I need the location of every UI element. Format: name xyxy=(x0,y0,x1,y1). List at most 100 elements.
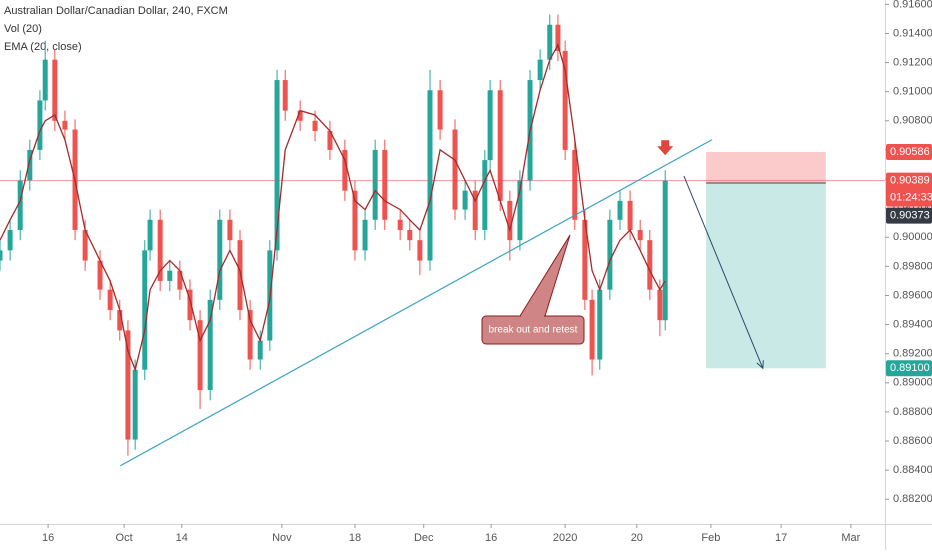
candle-body xyxy=(257,340,263,360)
price-label: 0.90389 xyxy=(890,175,930,187)
y-tick-label: 0.88200 xyxy=(893,493,932,505)
price-label: 0.89100 xyxy=(890,362,930,374)
candle-body xyxy=(382,149,388,220)
price-label-box xyxy=(886,172,932,207)
plot-area: break out and retest xyxy=(0,14,885,467)
candle-body xyxy=(607,219,613,290)
candle-body xyxy=(452,129,458,210)
candle-body xyxy=(97,260,103,290)
x-tick-label: 18 xyxy=(349,532,361,544)
y-tick-label: 0.91000 xyxy=(893,86,932,98)
candle-body xyxy=(142,250,148,370)
y-tick-label: 0.91200 xyxy=(893,56,932,68)
candle-body xyxy=(397,219,403,230)
countdown-label: 01:24:33 xyxy=(890,192,932,204)
candle-body xyxy=(132,369,138,440)
candle-body xyxy=(52,59,58,121)
candle-body xyxy=(637,229,643,241)
y-tick-label: 0.91400 xyxy=(893,27,932,39)
candle-body xyxy=(497,90,503,201)
candle-body xyxy=(207,299,213,391)
candle-body xyxy=(17,180,23,230)
candle-body xyxy=(472,190,478,230)
y-tick-label: 0.89000 xyxy=(893,377,932,389)
x-tick-label: 2020 xyxy=(553,532,577,544)
price-label-box xyxy=(886,207,932,224)
candle-body xyxy=(437,90,443,130)
candle-body xyxy=(37,100,43,150)
candle-body xyxy=(312,120,318,131)
x-tick-label: Dec xyxy=(414,532,434,544)
candle-body xyxy=(42,59,48,101)
candle-body xyxy=(482,160,488,230)
arrow-head xyxy=(756,360,764,370)
candle-body xyxy=(352,190,358,251)
signal-marker xyxy=(657,140,674,156)
x-tick-label: Mar xyxy=(841,532,860,544)
candle-body xyxy=(227,219,233,241)
y-tick-label: 0.88600 xyxy=(893,435,932,447)
x-tick-label: 14 xyxy=(176,532,188,544)
y-tick-label: 0.89200 xyxy=(893,348,932,360)
candle-body xyxy=(372,149,378,220)
y-tick-label: 0.90800 xyxy=(893,115,932,127)
candle-body xyxy=(617,200,623,220)
y-tick-label: 0.89600 xyxy=(893,289,932,301)
candle-body xyxy=(0,250,3,261)
candle-body xyxy=(487,90,493,161)
candle-body xyxy=(657,289,663,321)
candle-body xyxy=(327,131,333,150)
y-tick-label: 0.88800 xyxy=(893,406,932,418)
forecast-arrow xyxy=(683,175,764,369)
candle-body xyxy=(247,310,253,360)
candle-body xyxy=(507,200,513,241)
candle-body xyxy=(27,149,33,181)
candle-body xyxy=(462,190,468,210)
candle-body xyxy=(589,299,595,360)
ema-legend: EMA (20, close) xyxy=(4,41,82,53)
candle-body xyxy=(177,270,183,290)
candle-body xyxy=(197,320,203,391)
y-tick-label: 0.89800 xyxy=(893,260,932,272)
x-tick-label: Oct xyxy=(116,532,133,544)
candle-body xyxy=(62,120,68,130)
candle-body xyxy=(187,289,193,321)
candle-body xyxy=(582,219,588,300)
price-label: 0.90373 xyxy=(890,210,930,222)
target-zone xyxy=(706,182,826,369)
x-tick-label: 16 xyxy=(485,532,497,544)
y-tick-label: 0.90000 xyxy=(893,231,932,243)
price-label-box xyxy=(886,143,932,160)
candle-body xyxy=(125,330,131,440)
candle-body xyxy=(555,24,561,51)
candle-body xyxy=(572,149,578,220)
y-tick-label: 0.89400 xyxy=(893,318,932,330)
candle-body xyxy=(362,219,368,251)
chart-title: Australian Dollar/Canadian Dollar, 240, … xyxy=(4,5,228,17)
y-tick-label: 0.91600 xyxy=(893,0,932,10)
stop-zone xyxy=(706,151,826,183)
callout-box xyxy=(481,234,585,345)
ema-line xyxy=(0,43,666,372)
x-tick-label: 17 xyxy=(775,532,787,544)
candle-body xyxy=(157,219,163,281)
candle-body xyxy=(627,200,633,230)
candle-body xyxy=(237,240,243,311)
x-tick-label: Feb xyxy=(701,532,720,544)
x-tick-label: Nov xyxy=(272,532,292,544)
candle-body xyxy=(282,80,288,111)
y-tick-label: 0.88400 xyxy=(893,464,932,476)
candle-body xyxy=(597,289,603,360)
candle-body xyxy=(537,59,543,81)
candle-body xyxy=(417,240,423,261)
price-label: 0.90586 xyxy=(890,146,930,158)
candle-body xyxy=(547,24,553,60)
candle-body xyxy=(407,229,413,241)
candle-body xyxy=(167,270,173,281)
candle-body xyxy=(647,240,653,290)
callout-join xyxy=(521,315,544,317)
candle-body xyxy=(82,229,88,261)
candle-body xyxy=(342,149,348,191)
volume-legend: Vol (20) xyxy=(4,23,42,35)
